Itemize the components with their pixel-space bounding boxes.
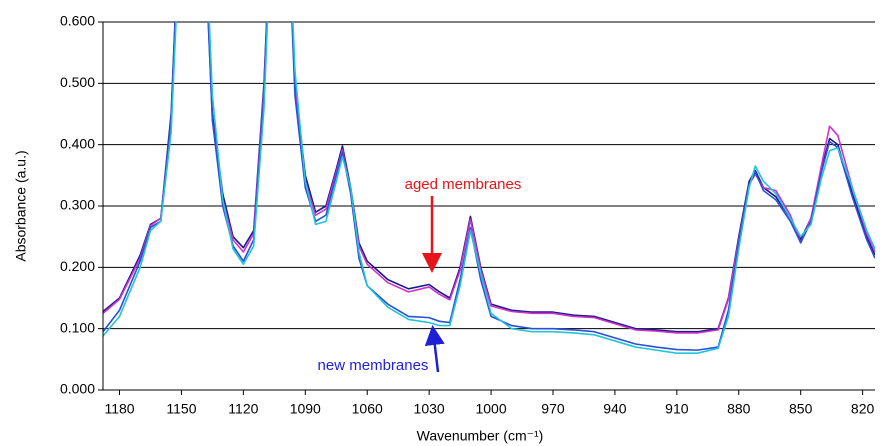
annotation-arrow: [424, 325, 445, 373]
axes: 0.000 0.100 0.200 0.300 0.400 0.500 0.600 1180 1…: [60, 13, 875, 417]
x-tick-label: 1180: [104, 401, 134, 417]
x-tick-label: 880: [727, 401, 751, 417]
x-axis-title: Wavenumber (cm⁻¹): [417, 428, 544, 444]
x-tick-label: 850: [789, 401, 813, 417]
x-tick-label: 910: [665, 401, 689, 417]
y-tick-label: 0.500: [60, 74, 95, 90]
x-tick-label: 1090: [290, 401, 321, 417]
x-tick-label: 940: [603, 401, 627, 417]
x-tick-label: 1030: [414, 401, 445, 417]
y-tick-label: 0.100: [60, 319, 95, 335]
y-tick-label: 0.400: [60, 135, 95, 151]
annotation: new membranes: [318, 357, 429, 374]
x-tick-label: 970: [541, 401, 565, 417]
grid: [103, 21, 875, 391]
plot-lines: [103, 22, 875, 354]
x-tick-label: 820: [851, 401, 875, 417]
y-tick-label: 0.600: [60, 13, 95, 29]
x-tick-label: 1060: [352, 401, 383, 417]
y-tick-label: 0.000: [60, 381, 95, 397]
x-tick-label: 1000: [475, 401, 506, 417]
y-axis-title: Absorbance (a.u.): [13, 150, 29, 261]
y-tick-label: 0.200: [60, 258, 95, 274]
y-tick-label: 0.300: [60, 197, 95, 213]
annotation: aged membranes: [405, 176, 522, 193]
x-tick-label: 1120: [228, 401, 258, 417]
spectrum-line: [103, 22, 875, 354]
x-tick-label: 1150: [166, 401, 196, 417]
